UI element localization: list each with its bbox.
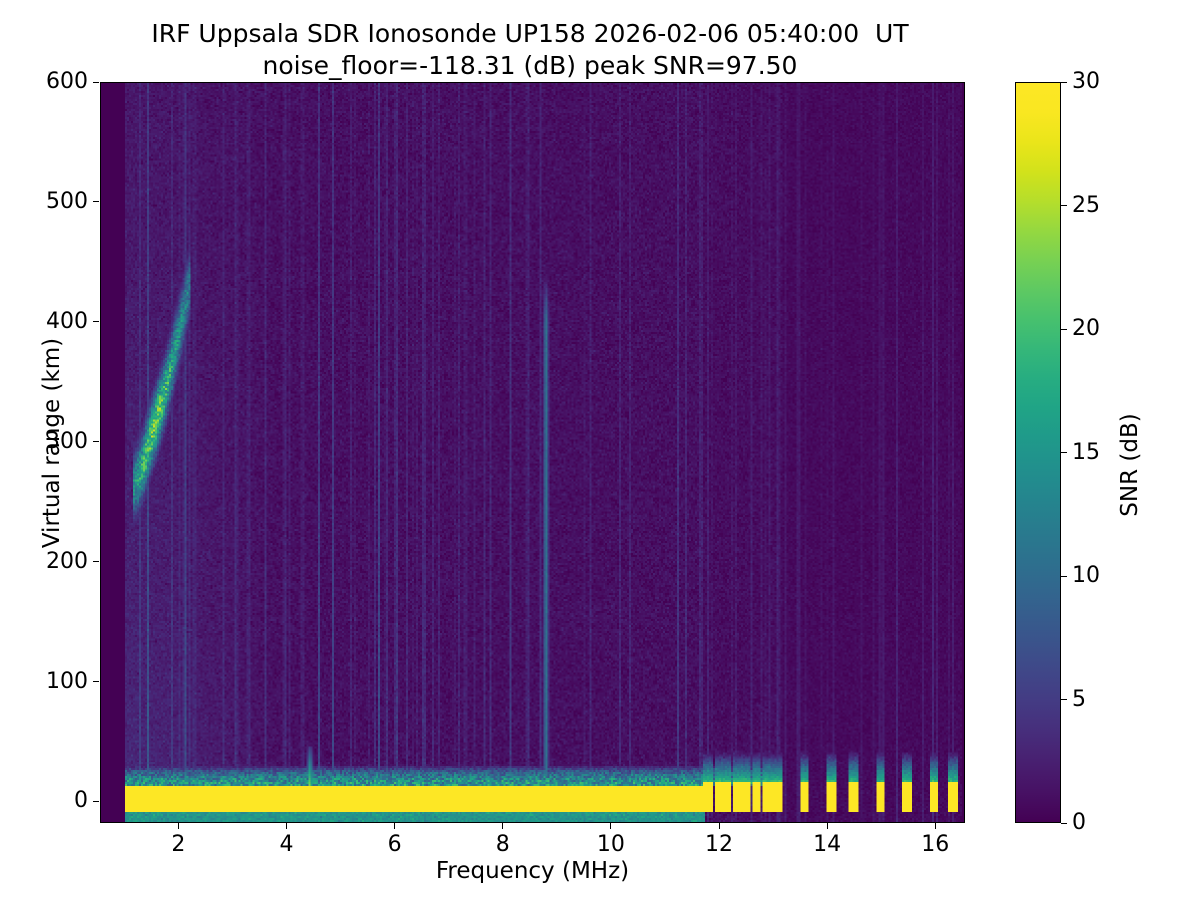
y-tick-label-0: 0 (74, 788, 88, 814)
x-tick-label-6: 6 (387, 832, 402, 857)
colorbar-tick-15 (1061, 452, 1067, 454)
ionogram-heatmap (101, 83, 964, 822)
x-tick-4 (286, 823, 288, 829)
title-line-1: IRF Uppsala SDR Ionosonde UP158 2026-02-… (151, 19, 909, 48)
x-tick-label-10: 10 (596, 832, 625, 857)
colorbar-tick-label-0: 0 (1072, 810, 1086, 835)
colorbar-tick-30 (1061, 81, 1067, 83)
y-tick-500 (93, 201, 99, 203)
x-tick-6 (394, 823, 396, 829)
ionogram-plot-area (100, 82, 965, 823)
y-tick-label-200: 200 (46, 548, 88, 574)
x-tick-10 (610, 823, 612, 829)
colorbar-tick-label-25: 25 (1072, 192, 1100, 218)
colorbar-label: SNR (dB) (1117, 413, 1143, 517)
figure-title: IRF Uppsala SDR Ionosonde UP158 2026-02-… (0, 18, 1060, 82)
colorbar-tick-25 (1061, 205, 1067, 207)
colorbar-tick-5 (1061, 699, 1067, 701)
x-tick-8 (502, 823, 504, 829)
y-tick-label-600: 600 (46, 69, 88, 94)
colorbar-tick-10 (1061, 575, 1067, 577)
snr-colorbar (1015, 82, 1061, 823)
y-tick-300 (93, 441, 99, 443)
x-tick-label-8: 8 (495, 832, 510, 857)
y-tick-label-100: 100 (46, 668, 88, 694)
y-tick-400 (93, 321, 99, 323)
x-tick-label-14: 14 (813, 832, 842, 857)
x-tick-label-16: 16 (921, 832, 950, 857)
x-tick-2 (177, 823, 179, 829)
y-tick-label-500: 500 (46, 188, 88, 214)
colorbar-tick-label-15: 15 (1072, 439, 1100, 465)
x-tick-16 (934, 823, 936, 829)
colorbar-tick-label-10: 10 (1072, 563, 1100, 588)
x-tick-label-12: 12 (705, 832, 734, 857)
x-tick-label-4: 4 (279, 832, 294, 857)
colorbar-tick-0 (1061, 822, 1067, 824)
y-axis-label: Virtual range (km) (39, 337, 65, 549)
colorbar-tick-label-30: 30 (1072, 69, 1100, 94)
x-tick-label-2: 2 (171, 832, 186, 857)
colorbar-tick-20 (1061, 328, 1067, 330)
colorbar-tick-label-20: 20 (1072, 316, 1100, 341)
y-tick-100 (93, 681, 99, 683)
y-tick-label-300: 300 (46, 428, 88, 454)
colorbar-tick-label-5: 5 (1072, 686, 1086, 712)
x-axis-label: Frequency (MHz) (435, 858, 630, 884)
y-tick-600 (93, 81, 99, 83)
y-tick-label-400: 400 (46, 308, 88, 334)
x-tick-12 (718, 823, 720, 829)
y-tick-0 (93, 800, 99, 802)
x-tick-14 (826, 823, 828, 829)
y-tick-200 (93, 561, 99, 563)
title-line-2: noise_floor=-118.31 (dB) peak SNR=97.50 (262, 51, 798, 80)
